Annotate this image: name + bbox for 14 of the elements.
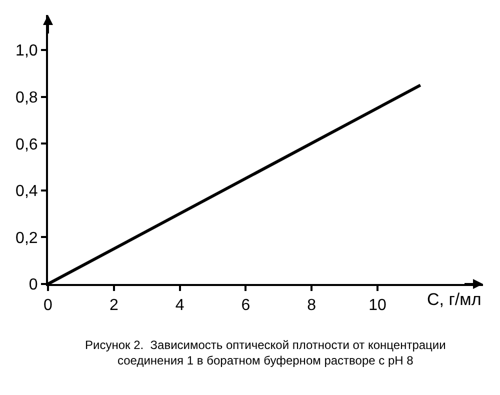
x-axis-title: C, г/мл (427, 290, 482, 309)
x-tick-label: 0 (44, 297, 53, 314)
x-tick-label: 10 (368, 297, 387, 314)
text: Рисунок 2. Зависимость оптической плотности от концентрации соединения 1 в боратном буферном растворе с pH 8 (85, 338, 446, 368)
y-tick-label: 0,2 (16, 230, 38, 247)
x-tick-label: 4 (175, 297, 184, 314)
y-tick-label: 0,6 (16, 136, 38, 154)
y-tick-label: 0 (28, 276, 38, 294)
x-tick-label: 2 (109, 297, 118, 314)
x-tick-label: 8 (307, 297, 316, 314)
y-tick-label: 0,4 (16, 183, 38, 200)
y-tick-label: 0,8 (16, 89, 38, 106)
y-tick-label: 1,0 (16, 42, 38, 60)
x-tick-label: 6 (241, 297, 250, 314)
